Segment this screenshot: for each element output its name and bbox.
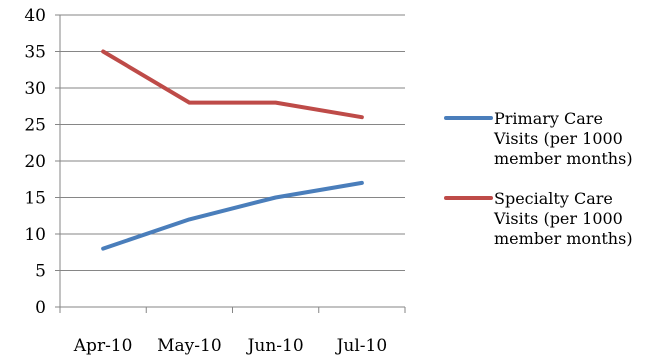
y-tick-label: 30 <box>24 79 46 99</box>
y-tick-label: 40 <box>24 6 46 26</box>
series-line-2 <box>101 49 364 120</box>
y-tick-label: 35 <box>24 43 46 63</box>
legend-label-2: member months) <box>494 229 633 248</box>
y-tick-label: 20 <box>24 152 46 172</box>
legend-label-1: Primary Care <box>494 109 603 128</box>
legend-label-2: Visits (per 1000 <box>493 209 623 228</box>
x-tick-label: Apr-10 <box>73 336 133 356</box>
x-tick-label: Jul-10 <box>335 336 388 356</box>
y-tick-label: 5 <box>35 262 46 282</box>
y-tick-label: 15 <box>24 189 46 209</box>
legend-label-1: Visits (per 1000 <box>493 129 623 148</box>
x-tick-label: May-10 <box>157 336 222 356</box>
x-tick-label: Jun-10 <box>246 336 304 356</box>
y-tick-label: 10 <box>24 225 46 245</box>
y-tick-label: 0 <box>35 298 46 318</box>
series-line-1 <box>101 180 364 251</box>
legend-label-1: member months) <box>494 149 633 168</box>
y-tick-label: 25 <box>24 116 46 136</box>
legend-label-2: Specialty Care <box>494 189 613 208</box>
